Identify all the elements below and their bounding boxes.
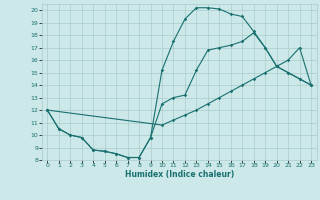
X-axis label: Humidex (Indice chaleur): Humidex (Indice chaleur) [124,170,234,179]
